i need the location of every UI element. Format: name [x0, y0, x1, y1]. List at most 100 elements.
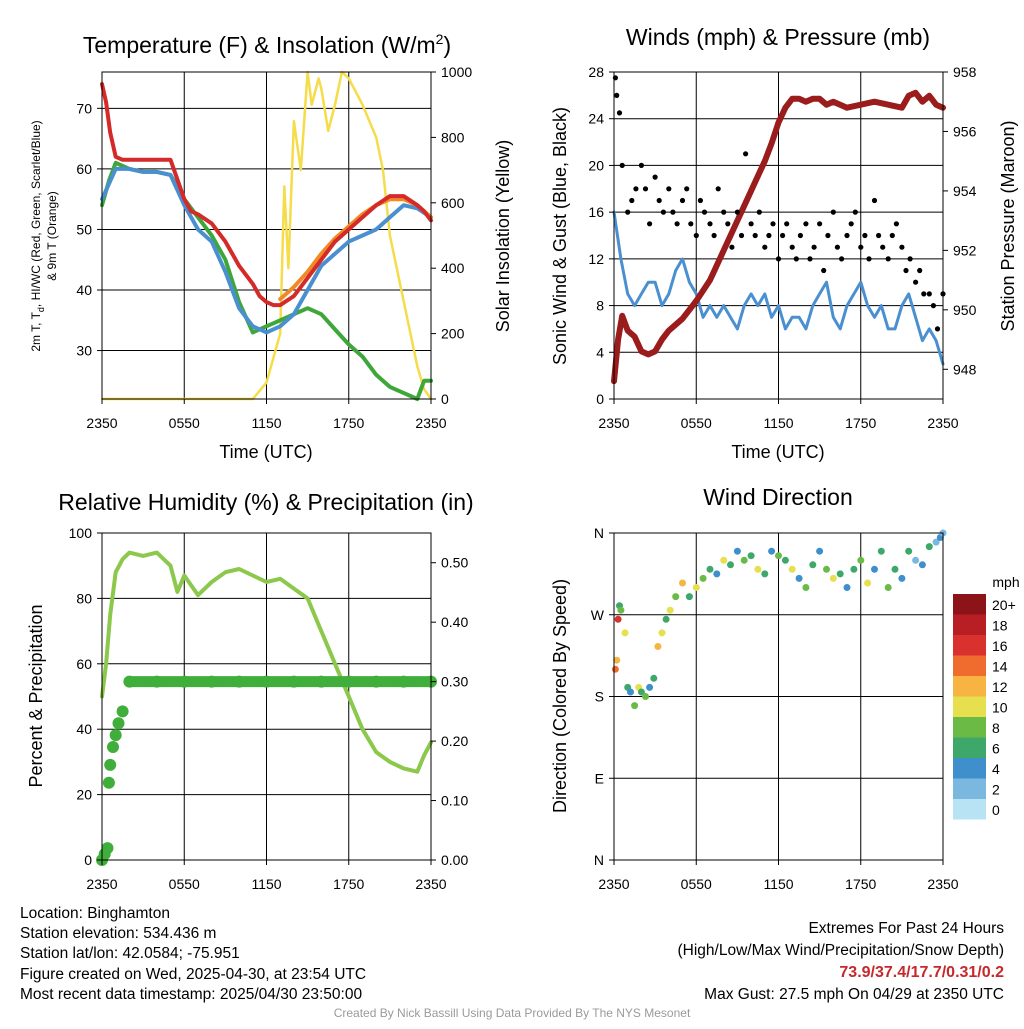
precip-point [104, 758, 117, 771]
speed-legend-swatch [953, 696, 986, 717]
wind-ytick-label: 28 [588, 64, 604, 80]
precip-point [123, 675, 136, 688]
gust-point [734, 209, 741, 215]
rh-ylabel-left: Percent & Precipitation [26, 604, 46, 787]
dir-xtick-label: 0550 [681, 876, 712, 892]
wind-xtick-label: 2350 [927, 415, 958, 431]
wind-ytick-label: 12 [588, 251, 604, 267]
wind-right-ticks: 948 950 952 954 956 958 [943, 64, 977, 377]
max-gust-text: Max Gust: 27.5 mph On 04/29 at 2350 UTC [704, 986, 1004, 1003]
direction-point [662, 615, 670, 623]
speed-legend-swatch [953, 614, 986, 635]
panel-winds: Winds (mph) & Pressure (mb) 0 4 8 12 16 20 24 2… [550, 24, 1018, 462]
rh-y2tick-label: 0.20 [441, 733, 468, 749]
direction-point [720, 556, 728, 564]
gust-point [743, 151, 749, 157]
wind-ylabel-left: Sonic Wind & Gust (Blue, Black) [550, 107, 570, 365]
wind-xtick-label: 0550 [681, 415, 712, 431]
temp-y2tick-label: 600 [441, 195, 465, 211]
dir-ylabel-left: Direction (Colored By Speed) [550, 579, 570, 813]
wind-xtick-label: 2350 [598, 415, 629, 431]
precip-point [109, 729, 122, 742]
gust-point [762, 244, 768, 250]
gust-point [862, 232, 868, 239]
precip-point [178, 675, 191, 688]
direction-point [836, 570, 844, 578]
gust-point [852, 209, 858, 215]
temp-ylabel-right: Solar Insolation (Yellow) [493, 140, 513, 332]
dir-ytick-label: S [595, 689, 604, 705]
gust-point [721, 209, 727, 215]
temp-y2tick-label: 0 [441, 391, 449, 407]
gust-point [797, 232, 804, 239]
wind-plot-area [611, 75, 946, 385]
solar-line [100, 70, 433, 401]
dir-x-ticks: 2350 0550 1150 1750 2350 [598, 860, 959, 892]
dir-xtick-label: 2350 [927, 876, 958, 892]
wind-y2tick-label: 950 [953, 302, 977, 318]
direction-point [740, 556, 748, 564]
rh-ytick-label: 0 [84, 852, 92, 868]
speed-legend-swatch [953, 655, 986, 676]
wind-title: Winds (mph) & Pressure (mb) [626, 24, 930, 50]
temp-y2tick-label: 400 [441, 260, 465, 276]
pressure-line [611, 89, 946, 385]
rh-line [100, 550, 433, 774]
gust-point [866, 256, 872, 262]
direction-point [654, 643, 662, 650]
gust-point [789, 244, 795, 250]
temp-9m-line [278, 197, 433, 302]
gust-point [647, 221, 653, 227]
dir-left-ticks: N E S W N [591, 525, 614, 868]
direction-point [679, 579, 686, 587]
gust-point [775, 256, 782, 262]
gust-point [625, 209, 631, 215]
dir-grid [614, 533, 943, 860]
speed-legend-title: mph [992, 574, 1019, 590]
gust-point [729, 244, 735, 250]
speed-legend-label: 16 [992, 638, 1008, 654]
credit-text: Created By Nick Bassill Using Data Provi… [333, 1006, 691, 1020]
direction-point [727, 561, 734, 569]
precip-point [315, 675, 328, 688]
precip-point [287, 675, 300, 688]
gust-point [917, 267, 923, 274]
gust-point [921, 291, 927, 297]
gust-point [616, 110, 623, 116]
temp-ytick-label: 70 [76, 100, 92, 116]
gust-point [652, 174, 658, 180]
temp-ylabel-line2: & 9m T (Orange) [45, 191, 59, 281]
dir-ytick-label: E [595, 770, 604, 786]
direction-point [898, 574, 906, 582]
temp-plot-area [100, 70, 433, 401]
temp-ytick-label: 60 [76, 161, 92, 177]
rh-xtick-label: 1750 [333, 876, 364, 892]
speed-legend-label: 6 [992, 741, 1000, 757]
rh-xtick-label: 2350 [86, 876, 117, 892]
direction-point [795, 574, 803, 582]
gust-point [893, 221, 900, 227]
rh-plot-area [96, 550, 437, 866]
temp-y2tick-label: 1000 [441, 64, 472, 80]
direction-point [843, 584, 851, 591]
precip-point [397, 675, 410, 688]
extremes-values: 73.9/37.4/17.7/0.31/0.2 [839, 964, 1004, 981]
rh-y2tick-label: 0.00 [441, 852, 468, 868]
temp-left-ticks: 30 40 50 60 70 [76, 100, 102, 359]
gust-point [693, 232, 699, 239]
gust-point [711, 232, 717, 239]
rh-y2tick-label: 0.10 [441, 793, 468, 809]
rh-y2tick-label: 0.30 [441, 674, 468, 690]
precip-point [233, 675, 246, 688]
gust-point [638, 162, 645, 168]
wind-ytick-label: 8 [596, 298, 604, 314]
temp-xtick-label: 1150 [251, 415, 281, 431]
precip-point [112, 717, 125, 730]
gust-point [858, 244, 864, 250]
temp-grid [102, 72, 431, 399]
temp-right-ticks: 0 200 400 600 800 1000 [431, 64, 472, 407]
direction-point [699, 574, 707, 582]
windchill-line [100, 166, 433, 335]
gust-point [830, 209, 836, 215]
rh-xtick-label: 2350 [415, 876, 446, 892]
